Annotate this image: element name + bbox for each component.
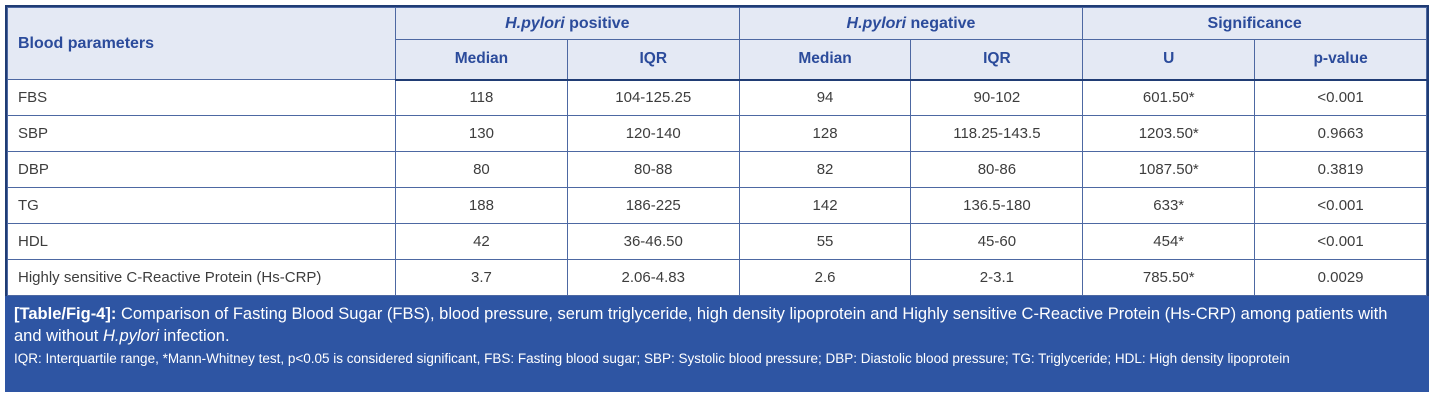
cell-u: 633* xyxy=(1082,187,1256,224)
table-body: FBS 118 104-125.25 94 90-102 601.50* <0.… xyxy=(7,79,1427,296)
header-u: U xyxy=(1082,39,1256,81)
header-blood-parameters: Blood parameters xyxy=(7,7,396,80)
header-sub-row: Median IQR Median IQR U p-value xyxy=(8,39,1427,81)
header-p-value: p-value xyxy=(1254,39,1427,81)
cell-iqr-positive: 36-46.50 xyxy=(566,223,740,260)
cell-parameter: SBP xyxy=(7,115,396,152)
cell-iqr-positive: 186-225 xyxy=(566,187,740,224)
cell-iqr-positive: 2.06-4.83 xyxy=(566,259,740,296)
cell-median-positive: 42 xyxy=(395,223,568,260)
cell-p-value: <0.001 xyxy=(1254,187,1427,224)
cell-parameter: Highly sensitive C-Reactive Protein (Hs-… xyxy=(7,259,396,296)
header-median-negative: Median xyxy=(738,39,912,81)
cell-p-value: <0.001 xyxy=(1254,223,1427,260)
cell-u: 601.50* xyxy=(1082,79,1256,116)
cell-iqr-positive: 104-125.25 xyxy=(566,79,740,116)
table-footnote: IQR: Interquartile range, *Mann-Whitney … xyxy=(14,351,1290,366)
cell-parameter: TG xyxy=(7,187,396,224)
cell-iqr-negative: 90-102 xyxy=(910,79,1084,116)
cell-median-positive: 3.7 xyxy=(395,259,568,296)
cell-p-value: 0.0029 xyxy=(1254,259,1427,296)
blood-parameters-table: Blood parameters H.pylori positive H.pyl… xyxy=(7,7,1427,296)
cell-iqr-negative: 136.5-180 xyxy=(910,187,1084,224)
table-row-tg: TG 188 186-225 142 136.5-180 633* <0.001 xyxy=(7,187,1427,224)
header-significance: Significance xyxy=(1082,7,1427,40)
cell-u: 1087.50* xyxy=(1082,151,1256,188)
table-row-sbp: SBP 130 120-140 128 118.25-143.5 1203.50… xyxy=(7,115,1427,152)
header-hpylori-positive: H.pylori positive xyxy=(395,7,740,40)
cell-median-negative: 128 xyxy=(738,115,912,152)
table-row-hdl: HDL 42 36-46.50 55 45-60 454* <0.001 xyxy=(7,223,1427,260)
cell-iqr-negative: 80-86 xyxy=(910,151,1084,188)
cell-iqr-negative: 45-60 xyxy=(910,223,1084,260)
cell-parameter: DBP xyxy=(7,151,396,188)
hpylori-negative-italic: H.pylori xyxy=(846,14,907,32)
cell-p-value: 0.3819 xyxy=(1254,151,1427,188)
cell-iqr-positive: 120-140 xyxy=(566,115,740,152)
header-hpylori-negative: H.pylori negative xyxy=(738,7,1084,40)
header-blood-parameters-label: Blood parameters xyxy=(18,34,155,52)
cell-median-negative: 94 xyxy=(738,79,912,116)
table-header: Blood parameters H.pylori positive H.pyl… xyxy=(7,7,1427,81)
hpylori-positive-italic: H.pylori xyxy=(505,14,565,32)
cell-median-negative: 55 xyxy=(738,223,912,260)
cell-median-positive: 130 xyxy=(395,115,568,152)
cell-iqr-negative: 2-3.1 xyxy=(910,259,1084,296)
cell-parameter: HDL xyxy=(7,223,396,260)
cell-median-positive: 80 xyxy=(395,151,568,188)
cell-u: 1203.50* xyxy=(1082,115,1256,152)
cell-iqr-positive: 80-88 xyxy=(566,151,740,188)
cell-median-negative: 82 xyxy=(738,151,912,188)
cell-median-positive: 188 xyxy=(395,187,568,224)
caption-text-before: Comparison of Fasting Blood Sugar (FBS),… xyxy=(14,305,1388,345)
caption-text-after: infection. xyxy=(158,327,230,345)
header-median-positive: Median xyxy=(395,39,568,81)
cell-median-negative: 2.6 xyxy=(738,259,912,296)
header-iqr-negative: IQR xyxy=(910,39,1084,81)
header-group-row: Blood parameters H.pylori positive H.pyl… xyxy=(7,7,1427,80)
table-row-hs-crp: Highly sensitive C-Reactive Protein (Hs-… xyxy=(7,259,1427,296)
hpylori-positive-rest: positive xyxy=(564,14,630,32)
cell-p-value: <0.001 xyxy=(1254,79,1427,116)
table-caption: [Table/Fig-4]: Comparison of Fasting Blo… xyxy=(14,303,1419,347)
table-caption-panel: [Table/Fig-4]: Comparison of Fasting Blo… xyxy=(5,296,1429,392)
cell-p-value: 0.9663 xyxy=(1254,115,1427,152)
cell-u: 454* xyxy=(1082,223,1256,260)
table-row-dbp: DBP 80 80-88 82 80-86 1087.50* 0.3819 xyxy=(7,151,1427,188)
caption-tag: [Table/Fig-4]: xyxy=(14,305,117,323)
header-iqr-positive: IQR xyxy=(566,39,740,81)
hpylori-negative-rest: negative xyxy=(906,14,976,32)
cell-median-positive: 118 xyxy=(395,79,568,116)
table-row-fbs: FBS 118 104-125.25 94 90-102 601.50* <0.… xyxy=(7,79,1427,116)
cell-u: 785.50* xyxy=(1082,259,1256,296)
cell-parameter: FBS xyxy=(7,79,396,116)
cell-iqr-negative: 118.25-143.5 xyxy=(910,115,1084,152)
caption-hpylori-italic: H.pylori xyxy=(102,327,159,345)
cell-median-negative: 142 xyxy=(738,187,912,224)
blood-parameters-table-wrapper: Blood parameters H.pylori positive H.pyl… xyxy=(5,5,1429,296)
